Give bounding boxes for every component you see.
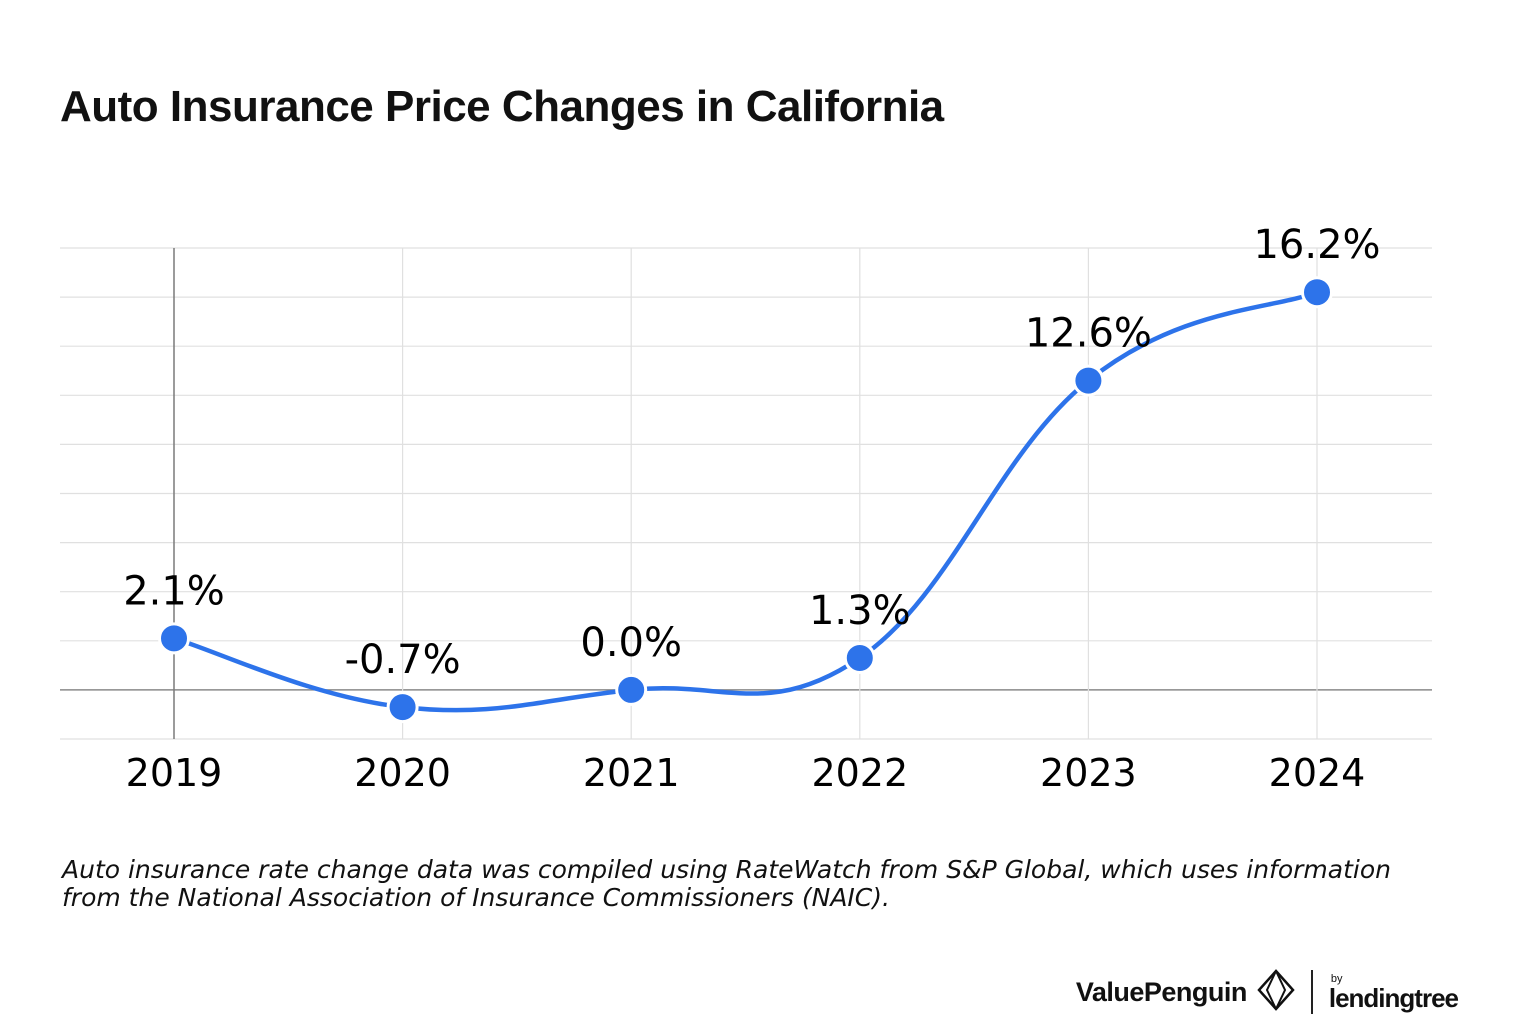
brand-divider <box>1310 970 1313 1014</box>
data-label: 1.3% <box>809 588 911 634</box>
x-tick-label: 2021 <box>583 751 680 795</box>
penguin-diamond-icon <box>1257 969 1295 1015</box>
data-label: -0.7% <box>345 637 461 683</box>
brand-by-label: by <box>1330 972 1343 985</box>
series-line <box>171 289 1320 713</box>
data-point <box>386 691 419 724</box>
grid-lines <box>60 247 1432 740</box>
data-labels: 2.1% -0.7% 0.0% 1.3% 12.6% 16.2% <box>123 222 1380 683</box>
lendingtree-logo: by lendingtree <box>1328 972 1459 1013</box>
footnote-line-2: from the National Association of Insuran… <box>62 883 890 912</box>
data-point <box>158 622 190 655</box>
chart-title: Auto Insurance Price Changes in Californ… <box>60 82 944 131</box>
x-tick-label: 2022 <box>811 751 908 795</box>
x-tick-label: 2023 <box>1040 751 1137 795</box>
lendingtree-wordmark: lendingtree <box>1328 982 1459 1013</box>
data-point <box>615 673 648 706</box>
data-point <box>843 641 876 674</box>
data-point <box>1301 276 1333 309</box>
x-tick-label: 2024 <box>1269 751 1366 795</box>
data-label: 2.1% <box>123 568 225 614</box>
footnote-line-1: Auto insurance rate change data was comp… <box>62 855 1391 884</box>
x-axis-ticks: 2019 2020 2021 2022 2023 2024 <box>126 751 1366 795</box>
data-label: 16.2% <box>1253 222 1380 268</box>
data-label: 0.0% <box>580 620 682 666</box>
data-label: 12.6% <box>1025 311 1152 357</box>
x-tick-label: 2020 <box>354 751 451 795</box>
data-point <box>1072 364 1105 397</box>
brand-logo: ValuePenguin by lendingtree <box>1075 968 1459 1016</box>
data-points <box>158 276 1333 724</box>
source-footnote: Auto insurance rate change data was comp… <box>62 856 1462 912</box>
series-line-layer <box>171 289 1320 713</box>
valuepenguin-wordmark: ValuePenguin <box>1075 976 1248 1007</box>
x-tick-label: 2019 <box>126 751 223 795</box>
